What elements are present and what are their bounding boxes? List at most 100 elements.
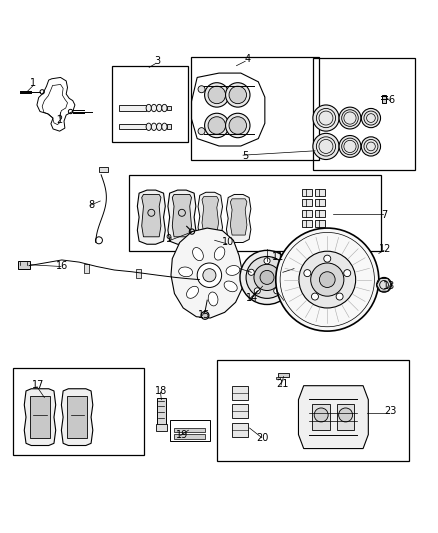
Bar: [156, 424, 166, 431]
Bar: [170, 420, 210, 441]
Circle shape: [197, 263, 222, 287]
Bar: [119, 106, 146, 111]
Text: 12: 12: [379, 244, 391, 254]
Ellipse shape: [224, 281, 237, 292]
Text: 19: 19: [176, 430, 188, 440]
Bar: [30, 396, 49, 438]
Bar: [302, 210, 311, 217]
Text: 17: 17: [32, 380, 44, 390]
Bar: [302, 220, 311, 227]
Bar: [312, 404, 330, 430]
Text: 7: 7: [381, 210, 387, 220]
Text: 10: 10: [222, 238, 234, 247]
Circle shape: [208, 117, 226, 134]
Bar: [119, 124, 146, 130]
Circle shape: [339, 135, 361, 157]
Bar: [313, 58, 416, 171]
Bar: [130, 175, 381, 251]
Bar: [302, 199, 311, 206]
Bar: [315, 210, 325, 217]
Bar: [67, 396, 87, 438]
Circle shape: [274, 288, 280, 294]
Circle shape: [319, 272, 335, 287]
Polygon shape: [171, 228, 242, 318]
Polygon shape: [168, 190, 196, 244]
Ellipse shape: [156, 123, 162, 131]
Circle shape: [248, 269, 254, 276]
Ellipse shape: [193, 247, 203, 261]
Bar: [315, 189, 325, 196]
Circle shape: [205, 83, 229, 107]
Bar: [232, 423, 248, 437]
Ellipse shape: [208, 292, 218, 306]
Circle shape: [205, 113, 229, 138]
Circle shape: [201, 311, 209, 319]
Bar: [84, 264, 89, 273]
Text: 2: 2: [57, 115, 63, 125]
Text: 11: 11: [272, 252, 284, 262]
Bar: [217, 360, 409, 461]
Circle shape: [361, 137, 381, 156]
Bar: [315, 199, 325, 206]
Bar: [136, 269, 141, 278]
Circle shape: [198, 128, 205, 135]
Circle shape: [336, 293, 343, 300]
Circle shape: [280, 269, 286, 276]
Text: 9: 9: [166, 235, 172, 245]
Circle shape: [377, 277, 392, 292]
Ellipse shape: [162, 123, 167, 131]
Bar: [337, 404, 354, 430]
Text: 8: 8: [88, 200, 95, 211]
Circle shape: [304, 270, 311, 277]
Text: 18: 18: [155, 386, 167, 396]
Polygon shape: [24, 389, 56, 446]
Circle shape: [260, 270, 274, 285]
Polygon shape: [230, 199, 247, 235]
Polygon shape: [142, 195, 161, 237]
Circle shape: [198, 86, 205, 93]
Circle shape: [254, 288, 260, 294]
Ellipse shape: [151, 104, 156, 112]
Circle shape: [339, 107, 361, 129]
Bar: [112, 66, 188, 142]
Circle shape: [361, 108, 381, 128]
Text: 15: 15: [198, 310, 210, 320]
Ellipse shape: [146, 104, 151, 112]
Polygon shape: [202, 197, 219, 233]
Polygon shape: [172, 195, 191, 237]
Bar: [18, 261, 30, 269]
Bar: [232, 405, 248, 418]
Bar: [315, 220, 325, 227]
Text: 13: 13: [383, 281, 396, 291]
Circle shape: [276, 228, 379, 331]
Bar: [382, 95, 386, 103]
Circle shape: [229, 117, 247, 134]
Polygon shape: [298, 386, 368, 449]
Bar: [232, 386, 248, 400]
Polygon shape: [226, 195, 251, 243]
Text: 16: 16: [56, 261, 68, 271]
Circle shape: [313, 105, 339, 131]
Text: 1: 1: [30, 78, 36, 88]
Bar: [13, 368, 144, 455]
Circle shape: [344, 270, 351, 277]
Circle shape: [339, 408, 353, 422]
Ellipse shape: [162, 104, 167, 112]
Circle shape: [229, 86, 247, 103]
Ellipse shape: [151, 123, 156, 131]
Text: 3: 3: [155, 56, 161, 66]
Circle shape: [313, 133, 339, 159]
Bar: [174, 434, 205, 439]
Circle shape: [246, 256, 288, 298]
Text: 14: 14: [246, 293, 258, 303]
Circle shape: [226, 113, 250, 138]
Polygon shape: [138, 190, 165, 244]
Polygon shape: [198, 192, 223, 240]
Circle shape: [208, 86, 226, 103]
Text: 6: 6: [389, 95, 395, 104]
Circle shape: [264, 258, 270, 264]
Ellipse shape: [214, 247, 225, 260]
Text: 4: 4: [244, 54, 251, 64]
Circle shape: [240, 251, 294, 304]
Ellipse shape: [156, 104, 162, 112]
